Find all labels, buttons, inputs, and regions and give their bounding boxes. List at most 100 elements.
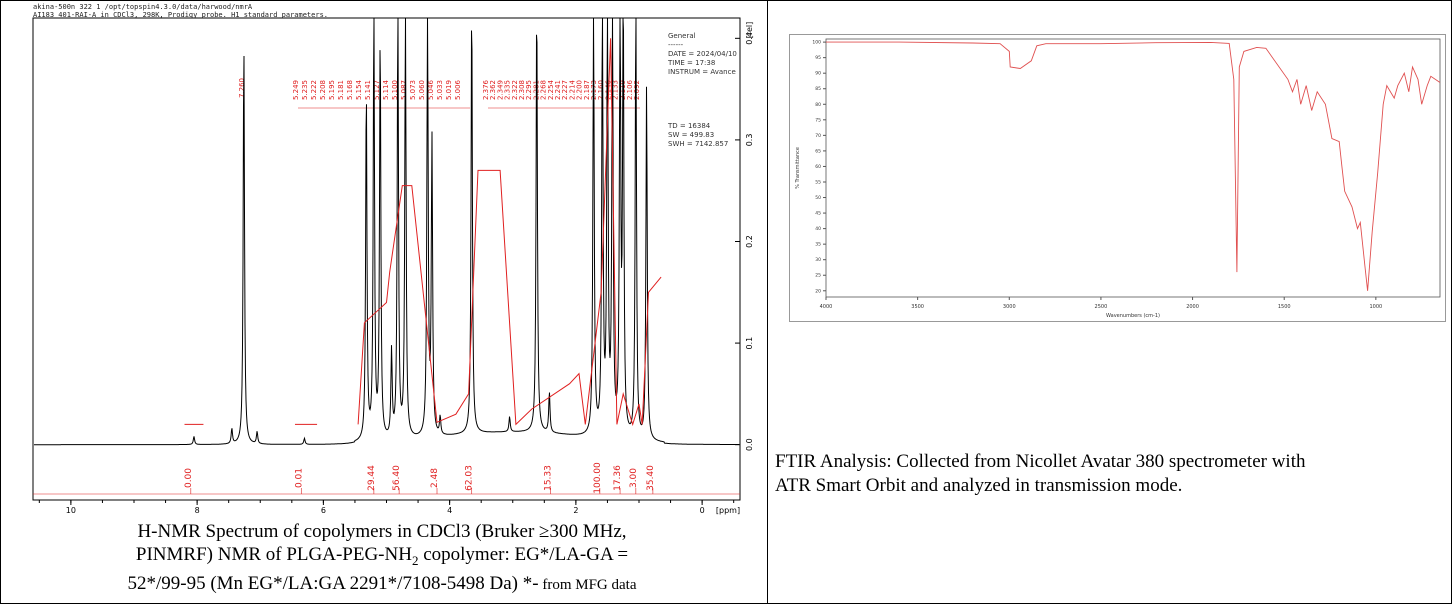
nmr-peak-label: 2.106	[626, 79, 634, 100]
nmr-peak-label: 5.154	[355, 79, 363, 100]
nmr-caption-line2: PINMRF) NMR of PLGA-PEG-NH2 copolymer: E…	[12, 543, 752, 572]
nmr-peak-label: 5.087	[400, 80, 408, 100]
nmr-peak-label: 5.127	[373, 80, 381, 100]
ftir-y-tick-label: 100	[812, 40, 821, 46]
nmr-peak-label: 5.181	[337, 80, 345, 100]
nmr-peak-label-single: 7.260	[238, 78, 246, 98]
nmr-peak-label: 2.376	[482, 79, 490, 100]
nmr-y-tick-label: 0.0	[745, 438, 754, 451]
nmr-x-tick-label: 8	[195, 506, 200, 515]
nmr-integral-label: 2.48	[430, 468, 440, 488]
nmr-caption: H-NMR Spectrum of copolymers in CDCl3 (B…	[12, 520, 752, 597]
nmr-peak-label: 5.168	[346, 80, 354, 100]
ftir-y-tick-label: 25	[815, 273, 821, 279]
nmr-caption-line2-text: PINMRF) NMR of PLGA-PEG-NH	[135, 544, 412, 565]
nmr-peak-label: 5.033	[436, 80, 444, 100]
ftir-x-tick-label: 3000	[1003, 304, 1016, 310]
ftir-transmittance-line	[826, 41, 1441, 291]
nmr-x-tick-label: 2	[573, 506, 578, 515]
nmr-spectrum-chart: 7.260 5.249 5.235 5.222 5.208 5.195 5.181 5.168…	[32, 17, 754, 515]
nmr-panel	[0, 0, 768, 604]
ftir-chart-frame: 4000 3500 3000 2500 2000 1500 1000 100 95 90 85 80 7…	[789, 34, 1446, 322]
ftir-x-tick-label: 1500	[1278, 304, 1291, 310]
nmr-peak-label: 2.335	[504, 80, 512, 100]
nmr-y-unit: [rel]	[745, 22, 754, 39]
ftir-y-tick-label: 35	[815, 242, 821, 248]
nmr-header-line1: akina-500n 322 1 /opt/topspin4.3.0/data/…	[33, 3, 253, 11]
nmr-peak-label: 5.195	[328, 80, 336, 100]
ftir-x-axis-label: Wavenumbers (cm-1)	[1106, 313, 1160, 319]
nmr-integral-label: 0.01	[294, 468, 304, 488]
nmr-param-line: SW = 499.83	[668, 131, 714, 139]
nmr-caption-line3-text: 52*/99-95 (Mn EG*/LA:GA 2291*/7108-5498 …	[127, 572, 539, 594]
nmr-peak-label: 2.214	[568, 79, 576, 100]
ftir-y-tick-label: 65	[815, 148, 821, 154]
nmr-peak-label: 5.073	[409, 80, 417, 100]
ftir-y-tick-label: 90	[815, 71, 821, 77]
nmr-param-line: TIME = 17:38	[667, 59, 715, 67]
ftir-y-tick-label: 20	[815, 288, 821, 294]
nmr-integral-curve	[357, 38, 662, 427]
ftir-x-tick-label: 3500	[911, 304, 924, 310]
ftir-plot-frame	[825, 38, 1441, 298]
nmr-peak-label: 2.187	[583, 80, 591, 100]
nmr-y-tick-label: 0.2	[745, 235, 754, 248]
nmr-peak-label: 5.100	[391, 80, 399, 100]
nmr-peak-label: 2.200	[576, 80, 584, 100]
ftir-caption: FTIR Analysis: Collected from Nicollet A…	[775, 451, 1306, 496]
nmr-peak-label: 2.322	[511, 80, 519, 100]
nmr-integral-label: 0.00	[184, 468, 194, 488]
nmr-x-tick-label: 0	[700, 506, 705, 515]
nmr-peak-label: 5.141	[364, 80, 372, 100]
ftir-y-tick-label: 85	[815, 86, 821, 92]
nmr-peak-label: 2.268	[540, 80, 548, 100]
nmr-param-line: DATE = 2024/04/10	[668, 50, 737, 58]
nmr-caption-subscript: 2	[411, 552, 419, 568]
ftir-x-tick-label: 1000	[1369, 304, 1382, 310]
nmr-peak-label: 2.092	[633, 80, 641, 100]
nmr-x-tick-label: 4	[447, 506, 452, 515]
nmr-caption-small: from MFG data	[538, 576, 637, 593]
ftir-spectrum-chart: 4000 3500 3000 2500 2000 1500 1000 100 95 90 85 80 7…	[795, 38, 1441, 319]
nmr-integral-label: 35.40	[646, 465, 656, 491]
ftir-y-tick-label: 80	[815, 102, 821, 108]
nmr-integral-label: 62.03	[465, 465, 475, 491]
nmr-integral-label: 100.00	[593, 462, 603, 494]
nmr-integral-label: 15.33	[544, 465, 554, 491]
nmr-spectrum-line	[34, 17, 739, 446]
nmr-header-line2: AI183 401-RAI-A in CDCl3, 298K, Prodigy …	[33, 11, 329, 19]
nmr-peak-label: 2.227	[561, 80, 569, 100]
nmr-peak-label: 2.241	[554, 80, 562, 100]
ftir-y-tick-label: 60	[815, 164, 821, 170]
ftir-x-tick-label: 2000	[1186, 304, 1199, 310]
ftir-y-tick-label: 40	[815, 226, 821, 232]
ftir-y-tick-label: 70	[815, 133, 821, 139]
nmr-x-tick-label: 10	[66, 506, 76, 515]
nmr-peak-label: 2.254	[547, 79, 555, 100]
ftir-y-tick-label: 95	[815, 55, 821, 61]
nmr-caption-line2b-text: copolymer: EG*/LA-GA =	[418, 544, 629, 565]
nmr-y-tick-label: 0.1	[745, 337, 754, 350]
ftir-y-tick-label: 75	[815, 117, 821, 123]
nmr-peak-label: 5.249	[292, 80, 300, 100]
nmr-x-tick-label: 6	[321, 506, 326, 515]
ftir-y-tick-label: 30	[815, 257, 821, 263]
ftir-x-tick-label: 4000	[820, 304, 833, 310]
nmr-caption-line3: 52*/99-95 (Mn EG*/LA:GA 2291*/7108-5498 …	[12, 572, 752, 597]
nmr-peak-label: 2.362	[489, 80, 497, 100]
ftir-x-tick-label: 2500	[1095, 304, 1108, 310]
nmr-peak-label: 5.006	[454, 79, 462, 100]
nmr-caption-line1: H-NMR Spectrum of copolymers in CDCl3 (B…	[137, 521, 627, 542]
nmr-x-unit: [ppm]	[716, 506, 740, 515]
nmr-param-line: General	[668, 32, 696, 40]
ftir-y-axis-label: % Transmittance	[795, 147, 801, 189]
nmr-peak-label: 5.046	[427, 79, 435, 100]
nmr-peak-label: 5.019	[445, 80, 453, 100]
nmr-peak-label: 2.160	[597, 80, 605, 100]
nmr-peak-label: 5.235	[301, 80, 309, 100]
nmr-peak-label: 2.308	[518, 80, 526, 100]
ftir-y-tick-label: 45	[815, 211, 821, 217]
nmr-integral-label: 17.36	[613, 465, 623, 491]
ftir-y-tick-label: 55	[815, 179, 821, 185]
nmr-integral-label: 3.00	[629, 468, 639, 488]
